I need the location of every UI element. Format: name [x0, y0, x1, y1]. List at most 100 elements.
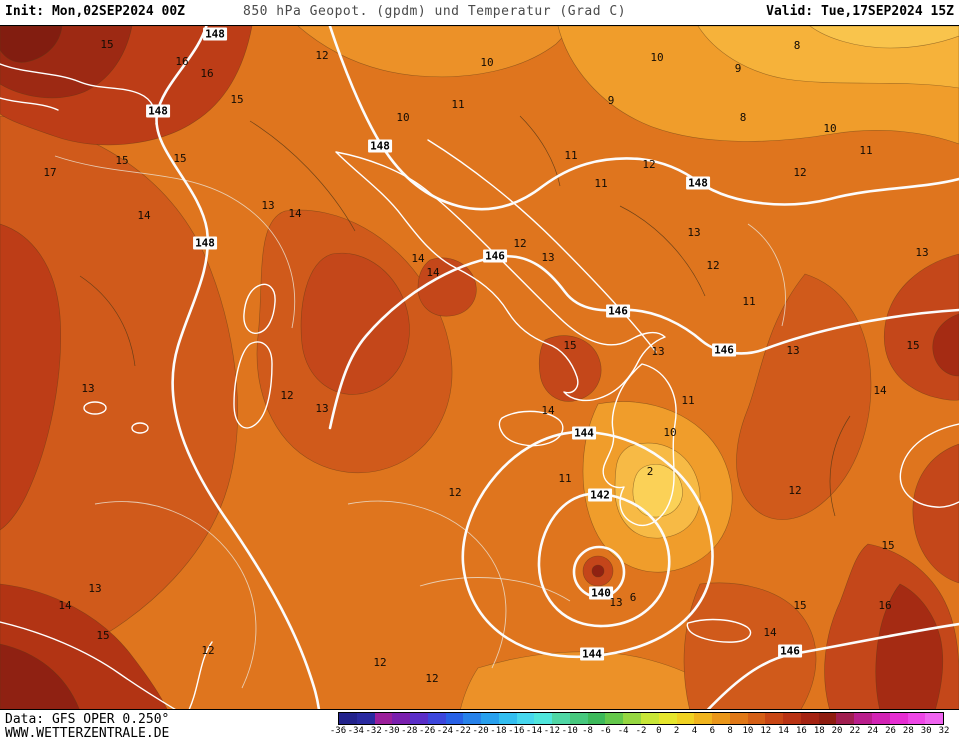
temperature-contour-label: 14: [426, 266, 440, 279]
colorbar: [338, 712, 944, 725]
colorbar-segment: [374, 713, 393, 724]
colorbar-tick-label: 16: [795, 726, 807, 736]
temperature-contour-label: 15: [100, 38, 114, 51]
temperature-contour-label: 12: [201, 644, 215, 657]
temperature-fill-region: [683, 582, 817, 709]
colorbar-segment: [445, 713, 464, 724]
temperature-contour-label: 11: [594, 177, 608, 190]
colorbar-segment: [463, 713, 482, 724]
colorbar-tick-label: 24: [867, 726, 879, 736]
footer: Data: GFS OPER 0.250° WWW.WETTERZENTRALE…: [0, 710, 959, 741]
temperature-contour-label: 13: [88, 582, 102, 595]
colorbar-segment: [481, 713, 499, 724]
colorbar-tick-label: 10: [742, 726, 754, 736]
colorbar-tick-label: -4: [617, 726, 629, 736]
colorbar-tick-label: -12: [543, 726, 561, 736]
colorbar-segment: [552, 713, 570, 724]
geopotential-contour-label: 148: [193, 236, 217, 250]
geopotential-contour-label: 144: [572, 426, 596, 440]
temperature-contour-label: 15: [173, 152, 187, 165]
temperature-contour-label: 15: [230, 93, 244, 106]
sicily-coastline: [498, 410, 564, 447]
colorbar-tick-label: -36: [329, 726, 347, 736]
map-svg: [0, 26, 959, 709]
temperature-contour-label: 12: [513, 237, 527, 250]
temperature-contour-label: 12: [793, 166, 807, 179]
colorbar-tick-label: 20: [831, 726, 843, 736]
northwest-coastline: [0, 97, 59, 111]
colorbar-tick-label: 14: [778, 726, 789, 736]
header: Init: Mon,02SEP2024 00Z 850 hPa Geopot. …: [0, 0, 959, 25]
colorbar-segment: [871, 713, 890, 724]
temperature-contour-label: 12: [642, 158, 656, 171]
colorbar-segment: [516, 713, 535, 724]
north-africa-coastline: [0, 621, 176, 709]
website-url: WWW.WETTERZENTRALE.DE: [5, 726, 170, 741]
colorbar-tick-label: 18: [813, 726, 825, 736]
colorbar-tick-label: -2: [635, 726, 647, 736]
colorbar-segment: [676, 713, 695, 724]
temperature-contour-label: 9: [734, 62, 742, 75]
temperature-contour-label: 13: [687, 226, 701, 239]
colorbar-tick-label: -26: [418, 726, 436, 736]
temperature-contour-label: 2: [646, 465, 654, 478]
temperature-contour-label: 10: [396, 111, 410, 124]
temperature-contour: [747, 223, 786, 327]
colorbar-tick-label: -32: [365, 726, 382, 736]
temperature-contour-label: 8: [739, 111, 747, 124]
temperature-contour-label: 12: [373, 656, 387, 669]
temperature-fill-region: [809, 26, 959, 49]
temperature-fill-region: [875, 583, 944, 709]
temperature-contour-label: 14: [873, 384, 887, 397]
geopotential-contour-label: 142: [588, 488, 612, 502]
island-coastline: [83, 401, 107, 415]
colorbar-wrap: -36 -34 -32 -30 -28 -26 -24 -22 -20 -18 -16 -14 -12-…: [330, 712, 950, 737]
geopotential-contour-label: 148: [686, 176, 710, 190]
colorbar-tick-label: -28: [401, 726, 418, 736]
colorbar-tick-label: 22: [849, 726, 861, 736]
geopotential-contour-label: 144: [580, 647, 604, 661]
island-coastline: [131, 422, 149, 434]
data-source: Data: GFS OPER 0.250°: [5, 712, 170, 727]
colorbar-tick-label: -20: [472, 726, 489, 736]
temperature-contour-label: 12: [280, 389, 294, 402]
temperature-contour-label: 10: [823, 122, 837, 135]
colorbar-segment: [747, 713, 766, 724]
colorbar-tick-label: -16: [508, 726, 525, 736]
colorbar-tick-label: 4: [691, 726, 698, 736]
colorbar-segment: [889, 713, 908, 724]
temperature-contour-label: 14: [137, 209, 151, 222]
temperature-contour: [79, 275, 136, 367]
temperature-contour-label: 10: [480, 56, 494, 69]
corsica-coastline: [243, 283, 276, 334]
colorbar-tick-label: 2: [673, 726, 680, 736]
colorbar-segment: [427, 713, 446, 724]
temperature-contour-label: 12: [315, 49, 329, 62]
temperature-contour-label: 13: [541, 251, 555, 264]
temperature-fill-region: [632, 464, 683, 518]
temperature-contour-label: 11: [558, 472, 572, 485]
map-title: 850 hPa Geopot. (gpdm) und Temperatur (G…: [243, 4, 627, 19]
temperature-fill-region: [0, 223, 61, 531]
colorbar-segment: [392, 713, 411, 724]
temperature-contour-label: 11: [859, 144, 873, 157]
temperature-fill-region: [736, 273, 872, 520]
temperature-contour-label: 14: [763, 626, 777, 639]
colorbar-tick-label: -8: [582, 726, 593, 736]
colorbar-segment: [854, 713, 872, 724]
geopotential-contour-label: 148: [368, 139, 392, 153]
temperature-contour-label: 11: [564, 149, 578, 162]
temperature-contour: [419, 577, 571, 602]
temperature-contour-label: 12: [706, 259, 720, 272]
colorbar-ticks: -36 -34 -32 -30 -28 -26 -24 -22 -20 -18 -16 -14 -12-…: [330, 726, 950, 737]
colorbar-segment: [694, 713, 713, 724]
sardinia-coastline: [233, 341, 273, 429]
temperature-contour-label: 13: [786, 344, 800, 357]
colorbar-tick-label: 32: [938, 726, 950, 736]
colorbar-tick-label: 8: [727, 726, 733, 736]
east-coastline: [899, 423, 959, 508]
colorbar-segment: [712, 713, 730, 724]
geopotential-contour-label: 148: [146, 104, 170, 118]
temperature-fill-region: [0, 643, 80, 709]
temperature-fill-region: [932, 313, 959, 377]
